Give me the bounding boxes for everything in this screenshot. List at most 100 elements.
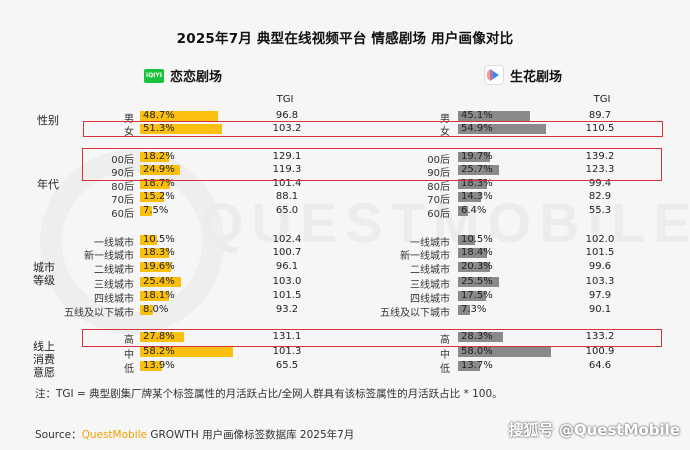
left-bar (140, 277, 181, 287)
right-bar-value: 14.3% (461, 191, 493, 202)
right-row-label: 男 (440, 114, 450, 125)
right-bar-value: 19.7% (461, 151, 493, 162)
right-tgi-value: 100.9 (585, 346, 615, 357)
group-divider (30, 138, 660, 139)
left-row-label: 三线城市 (94, 280, 134, 291)
right-bar-value: 45.1% (461, 110, 493, 121)
left-bar (140, 152, 170, 162)
left-bar (140, 165, 180, 175)
left-tgi-value: 102.4 (272, 234, 302, 245)
right-bar-value: 25.5% (461, 276, 493, 287)
iqiyi-logo-icon: iQIYI (144, 68, 164, 83)
left-tgi-value: 96.8 (275, 110, 299, 121)
left-bar (140, 305, 153, 315)
group-label-age: 年代 (37, 178, 59, 191)
left-bar (140, 111, 218, 121)
right-bar-value: 7.3% (461, 304, 487, 315)
right-bar (458, 262, 491, 272)
right-row-label: 60后 (427, 209, 450, 220)
left-brand-name: 恋恋剧场 (170, 70, 223, 85)
left-tgi-value: 93.2 (275, 304, 299, 315)
highlight-box (83, 121, 663, 137)
left-bar-value: 51.3% (143, 123, 175, 134)
right-bar (458, 111, 531, 121)
left-tgi-value: 129.1 (272, 151, 302, 162)
right-brand-name: 生花剧场 (510, 69, 563, 85)
right-bar (458, 165, 500, 175)
right-tgi-value: 55.3 (588, 205, 612, 216)
left-bar (140, 235, 157, 245)
left-row-label: 高 (124, 335, 134, 346)
left-bar-value: 25.4% (143, 276, 175, 287)
left-bar (140, 361, 163, 371)
footnote: 注：TGI = 典型剧集厂牌某个标签属性的月活跃占比/全网人群具有该标签属性的月… (35, 388, 503, 400)
right-bar-value: 6.4% (461, 205, 487, 216)
right-row-label: 四线城市 (410, 294, 450, 305)
group-label-city-tier: 城市 等级 (33, 261, 55, 287)
right-bar (458, 332, 504, 342)
left-tgi-value: 88.1 (275, 191, 299, 202)
left-bar-value: 18.2% (143, 151, 175, 162)
left-bar (140, 347, 234, 357)
right-row-label: 高 (440, 335, 450, 346)
right-bar-value: 20.3% (461, 261, 493, 272)
source-line: Source：QuestMobile GROWTH 用户画像标签数据库 2025… (35, 427, 354, 442)
right-bar-value: 17.5% (461, 290, 493, 301)
left-tgi-header: TGI (276, 94, 294, 105)
right-bar (458, 152, 490, 162)
left-row-label: 二线城市 (94, 265, 134, 276)
right-row-label: 80后 (427, 182, 450, 193)
right-row-label: 70后 (427, 195, 450, 206)
footer-watermark: 搜狐号 @QuestMobile (508, 421, 680, 439)
left-bar-value: 13.9% (143, 360, 175, 371)
left-row-label: 70后 (111, 195, 134, 206)
right-bar-value: 58.0% (461, 346, 493, 357)
right-tgi-value: 101.5 (585, 247, 615, 258)
right-bar-value: 18.4% (461, 247, 493, 258)
right-row-label: 低 (440, 364, 450, 375)
watermark-text: QUESTMOBILE (200, 191, 690, 254)
group-divider (30, 322, 660, 323)
highlight-box (82, 148, 662, 181)
source-brand: QuestMobile (81, 429, 147, 441)
left-bar-value: 58.2% (143, 346, 175, 357)
left-bar-value: 19.6% (143, 261, 175, 272)
left-brand: iQIYI 恋恋剧场 (144, 66, 222, 85)
right-bar (458, 206, 469, 216)
right-bar (458, 291, 486, 301)
left-row-label: 80后 (111, 182, 134, 193)
left-bar-value: 7.5% (143, 205, 169, 216)
left-bar-value: 18.7% (143, 178, 175, 189)
right-row-label: 新一线城市 (400, 251, 450, 262)
highlight-box (82, 329, 662, 347)
left-tgi-value: 65.5 (275, 360, 299, 371)
right-tgi-header: TGI (593, 94, 611, 105)
right-tgi-value: 139.2 (585, 151, 615, 162)
right-bar-value: 18.3% (461, 178, 493, 189)
source-text: GROWTH 用户画像标签数据库 2025年7月 (147, 429, 355, 441)
left-tgi-value: 103.0 (272, 276, 302, 287)
left-row-label: 低 (124, 364, 134, 375)
right-tgi-value: 99.4 (588, 178, 612, 189)
left-bar-value: 27.8% (143, 331, 175, 342)
right-bar (458, 277, 499, 287)
right-tgi-value: 133.2 (585, 331, 615, 342)
right-bar (458, 361, 480, 371)
right-brand: 生花剧场 (484, 65, 562, 85)
right-tgi-value: 97.9 (588, 290, 612, 301)
left-bar-value: 18.1% (143, 290, 175, 301)
right-row-label: 五线及以下城市 (380, 308, 450, 319)
left-row-label: 女 (124, 127, 134, 138)
right-bar-value: 28.3% (461, 331, 493, 342)
left-bar (140, 332, 185, 342)
left-bar (140, 248, 170, 258)
left-row-label: 90后 (111, 168, 134, 179)
left-tgi-value: 100.7 (272, 247, 302, 258)
left-tgi-value: 96.1 (275, 261, 299, 272)
right-tgi-value: 103.3 (585, 276, 615, 287)
right-row-label: 00后 (427, 155, 450, 166)
chart-title: 2025年7月 典型在线视频平台 情感剧场 用户画像对比 (176, 31, 514, 47)
group-label-gender: 性别 (37, 114, 59, 127)
right-bar (458, 124, 546, 134)
right-row-label: 中 (440, 350, 450, 361)
